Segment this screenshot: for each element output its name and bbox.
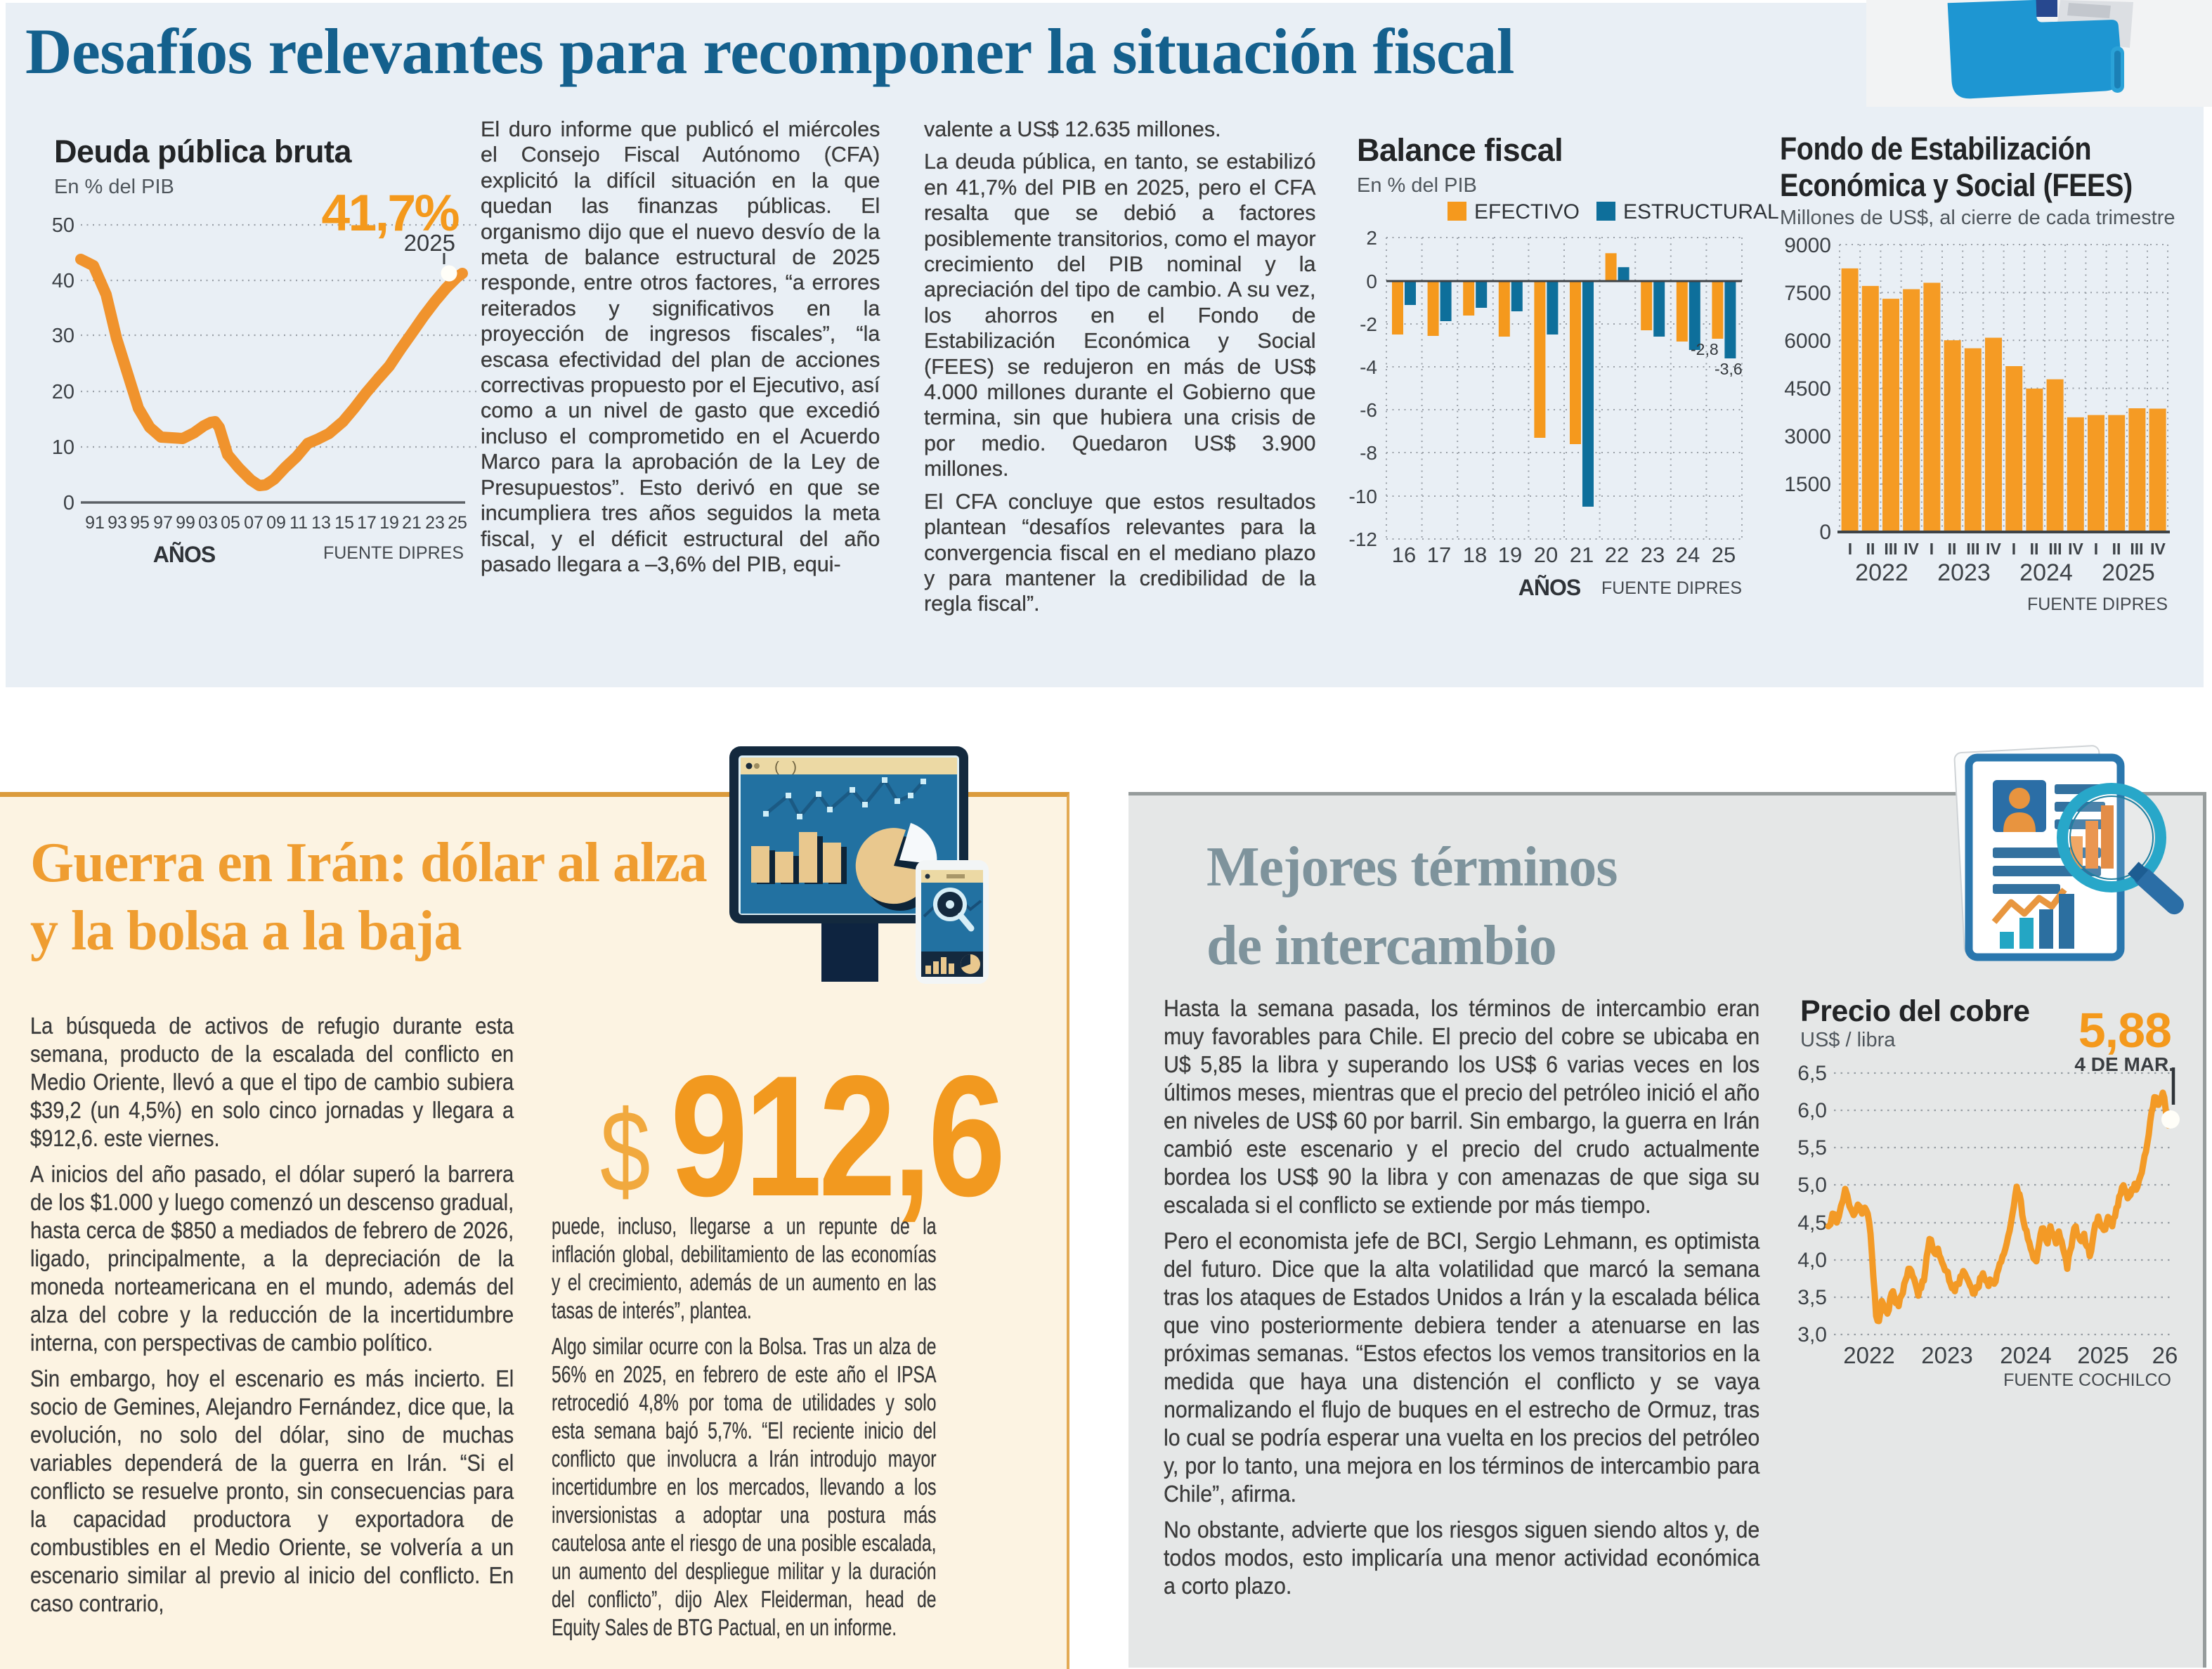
svg-text:-10: -10 bbox=[1349, 486, 1377, 507]
svg-text:19: 19 bbox=[379, 513, 399, 533]
svg-text:0: 0 bbox=[1819, 521, 1831, 544]
svg-text:FUENTE COCHILCO: FUENTE COCHILCO bbox=[2003, 1370, 2171, 1390]
svg-text:AÑOS: AÑOS bbox=[153, 542, 216, 567]
svg-text:FUENTE DIPRES: FUENTE DIPRES bbox=[2027, 595, 2168, 614]
svg-text:2025: 2025 bbox=[2102, 559, 2155, 586]
svg-text:II: II bbox=[1948, 540, 1957, 558]
svg-text:13: 13 bbox=[311, 513, 331, 533]
svg-text:05: 05 bbox=[221, 513, 240, 533]
svg-text:23: 23 bbox=[1641, 543, 1665, 567]
svg-text:23: 23 bbox=[425, 513, 445, 533]
svg-text:IV: IV bbox=[1986, 540, 2001, 558]
svg-text:25: 25 bbox=[1712, 543, 1736, 567]
svg-text:( ): ( ) bbox=[773, 760, 798, 777]
svg-text:4,5: 4,5 bbox=[1797, 1212, 1827, 1235]
svg-text:I: I bbox=[1930, 540, 1934, 558]
svg-text:26: 26 bbox=[2152, 1342, 2178, 1368]
svg-text:IV: IV bbox=[2150, 540, 2166, 558]
svg-text:09: 09 bbox=[266, 513, 286, 533]
svg-text:III: III bbox=[1966, 540, 1979, 558]
svg-text:3,5: 3,5 bbox=[1797, 1286, 1827, 1309]
svg-text:24: 24 bbox=[1676, 543, 1700, 567]
svg-text:2022: 2022 bbox=[1843, 1342, 1894, 1368]
svg-text:97: 97 bbox=[153, 513, 173, 533]
svg-text:4500: 4500 bbox=[1784, 377, 1831, 401]
svg-text:20: 20 bbox=[1534, 543, 1558, 567]
svg-text:II: II bbox=[2112, 540, 2121, 558]
svg-text:I: I bbox=[1848, 540, 1852, 558]
svg-text:2: 2 bbox=[1366, 227, 1377, 249]
svg-text:17: 17 bbox=[1427, 543, 1451, 567]
svg-text:AÑOS: AÑOS bbox=[1518, 575, 1581, 600]
svg-text:0: 0 bbox=[63, 492, 74, 514]
svg-text:2025: 2025 bbox=[404, 230, 455, 256]
svg-text:0: 0 bbox=[1366, 271, 1377, 292]
svg-text:IV: IV bbox=[1904, 540, 1919, 558]
svg-text:4 DE MAR.: 4 DE MAR. bbox=[2074, 1053, 2174, 1075]
svg-text:2023: 2023 bbox=[1937, 559, 1991, 586]
svg-text:25: 25 bbox=[448, 513, 467, 533]
svg-text:6,5: 6,5 bbox=[1797, 1062, 1827, 1085]
svg-text:91: 91 bbox=[85, 513, 105, 533]
svg-text:17: 17 bbox=[357, 513, 377, 533]
svg-text:I: I bbox=[2094, 540, 2098, 558]
svg-text:-2,8: -2,8 bbox=[1691, 340, 1719, 358]
svg-text:3,0: 3,0 bbox=[1797, 1323, 1827, 1346]
svg-text:6000: 6000 bbox=[1784, 330, 1831, 353]
svg-text:15: 15 bbox=[334, 513, 354, 533]
svg-text:03: 03 bbox=[198, 513, 218, 533]
svg-text:-2: -2 bbox=[1360, 313, 1377, 335]
svg-text:2024: 2024 bbox=[2000, 1342, 2051, 1368]
svg-text:21: 21 bbox=[1570, 543, 1594, 567]
svg-text:FUENTE DIPRES: FUENTE DIPRES bbox=[323, 543, 464, 563]
svg-text:20: 20 bbox=[52, 381, 74, 403]
svg-text:9000: 9000 bbox=[1784, 234, 1831, 257]
svg-text:ESTRUCTURAL: ESTRUCTURAL bbox=[1623, 200, 1779, 223]
svg-text:19: 19 bbox=[1498, 543, 1522, 567]
svg-text:II: II bbox=[1866, 540, 1875, 558]
svg-text:2025: 2025 bbox=[2077, 1342, 2128, 1368]
svg-text:41,7%: 41,7% bbox=[322, 185, 459, 242]
svg-text:40: 40 bbox=[52, 270, 74, 292]
svg-text:-4: -4 bbox=[1360, 356, 1377, 378]
svg-text:22: 22 bbox=[1605, 543, 1629, 567]
svg-text:18: 18 bbox=[1463, 543, 1487, 567]
svg-text:EFECTIVO: EFECTIVO bbox=[1474, 200, 1580, 223]
svg-text:IV: IV bbox=[2068, 540, 2083, 558]
svg-text:30: 30 bbox=[52, 325, 74, 347]
svg-text:7500: 7500 bbox=[1784, 282, 1831, 305]
svg-text:93: 93 bbox=[108, 513, 127, 533]
svg-text:50: 50 bbox=[52, 214, 74, 237]
svg-text:5,5: 5,5 bbox=[1797, 1136, 1827, 1160]
svg-text:2024: 2024 bbox=[2019, 559, 2073, 586]
svg-text:11: 11 bbox=[289, 513, 308, 533]
svg-text:6,0: 6,0 bbox=[1797, 1099, 1827, 1122]
svg-text:5,88: 5,88 bbox=[2078, 1003, 2171, 1058]
svg-text:-8: -8 bbox=[1360, 442, 1377, 464]
svg-text:I: I bbox=[2012, 540, 2016, 558]
svg-text:99: 99 bbox=[176, 513, 195, 533]
svg-text:III: III bbox=[1884, 540, 1897, 558]
svg-text:II: II bbox=[2030, 540, 2039, 558]
svg-text:2023: 2023 bbox=[1921, 1342, 1972, 1368]
svg-text:-12: -12 bbox=[1349, 528, 1377, 550]
svg-text:4,0: 4,0 bbox=[1797, 1249, 1827, 1272]
svg-text:10: 10 bbox=[52, 436, 74, 459]
svg-text:FUENTE DIPRES: FUENTE DIPRES bbox=[1601, 578, 1742, 598]
svg-text:5,0: 5,0 bbox=[1797, 1174, 1827, 1197]
svg-text:2022: 2022 bbox=[1855, 559, 1908, 586]
svg-text:16: 16 bbox=[1392, 543, 1416, 567]
svg-text:3000: 3000 bbox=[1784, 425, 1831, 448]
svg-text:1500: 1500 bbox=[1784, 473, 1831, 496]
svg-text:-3,6: -3,6 bbox=[1715, 360, 1743, 378]
svg-text:21: 21 bbox=[402, 513, 422, 533]
svg-text:95: 95 bbox=[130, 513, 150, 533]
svg-text:III: III bbox=[2048, 540, 2062, 558]
svg-text:07: 07 bbox=[244, 513, 264, 533]
svg-text:III: III bbox=[2130, 540, 2143, 558]
svg-text:-6: -6 bbox=[1360, 399, 1377, 421]
